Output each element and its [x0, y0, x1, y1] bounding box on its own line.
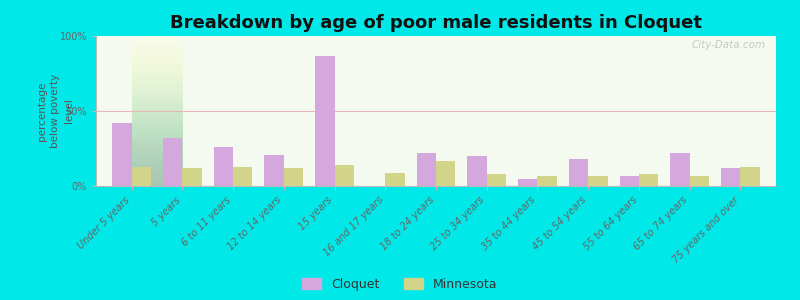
Bar: [334, 165, 354, 186]
Bar: [721, 168, 741, 186]
Bar: [182, 168, 202, 186]
Bar: [538, 176, 557, 186]
Bar: [284, 168, 303, 186]
Bar: [467, 156, 486, 186]
Bar: [386, 172, 405, 186]
Legend: Cloquet, Minnesota: Cloquet, Minnesota: [302, 278, 498, 291]
Bar: [233, 167, 252, 186]
Bar: [741, 167, 760, 186]
Bar: [265, 154, 284, 186]
Bar: [131, 167, 151, 186]
Bar: [569, 159, 588, 186]
Bar: [670, 153, 690, 186]
Bar: [639, 174, 658, 186]
Title: Breakdown by age of poor male residents in Cloquet: Breakdown by age of poor male residents …: [170, 14, 702, 32]
Bar: [620, 176, 639, 186]
Y-axis label: percentage
below poverty
level: percentage below poverty level: [37, 74, 74, 148]
Bar: [163, 138, 182, 186]
Bar: [486, 174, 506, 186]
Bar: [518, 178, 538, 186]
Bar: [112, 123, 131, 186]
Text: City-Data.com: City-Data.com: [692, 40, 766, 50]
Bar: [436, 160, 455, 186]
Bar: [214, 147, 233, 186]
Bar: [315, 56, 334, 186]
Bar: [690, 176, 709, 186]
Bar: [588, 176, 607, 186]
Bar: [417, 153, 436, 186]
